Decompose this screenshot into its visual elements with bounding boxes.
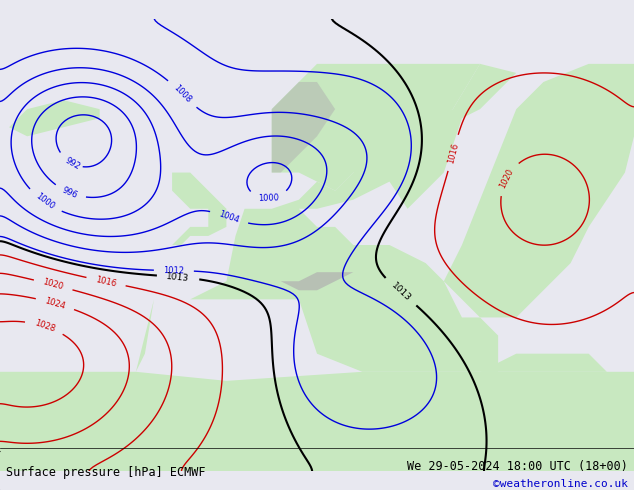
- Text: 1000: 1000: [258, 194, 279, 203]
- Text: 1013: 1013: [166, 271, 190, 283]
- Text: Surface pressure [hPa] ECMWF: Surface pressure [hPa] ECMWF: [6, 466, 206, 479]
- Text: We 29-05-2024 18:00 UTC (18+00): We 29-05-2024 18:00 UTC (18+00): [407, 460, 628, 473]
- Text: 1028: 1028: [33, 318, 56, 334]
- Text: 1004: 1004: [217, 210, 240, 225]
- Text: 1013: 1013: [389, 281, 412, 303]
- Polygon shape: [172, 172, 226, 245]
- Text: 1024: 1024: [44, 296, 67, 311]
- Polygon shape: [281, 272, 353, 290]
- Text: 1012: 1012: [164, 266, 184, 275]
- Polygon shape: [480, 354, 607, 372]
- Text: ©weatheronline.co.uk: ©weatheronline.co.uk: [493, 479, 628, 489]
- Polygon shape: [0, 372, 634, 471]
- Polygon shape: [9, 100, 100, 136]
- Polygon shape: [272, 64, 480, 191]
- Text: 1000: 1000: [34, 192, 56, 212]
- Polygon shape: [444, 64, 634, 318]
- Text: 996: 996: [61, 186, 79, 200]
- Polygon shape: [136, 64, 516, 372]
- Text: 1020: 1020: [42, 278, 65, 292]
- Text: 1016: 1016: [94, 275, 117, 289]
- Polygon shape: [272, 82, 335, 172]
- Text: 1020: 1020: [498, 167, 515, 190]
- Text: 1008: 1008: [172, 83, 193, 105]
- Text: 992: 992: [63, 155, 81, 171]
- Text: 1016: 1016: [446, 142, 460, 164]
